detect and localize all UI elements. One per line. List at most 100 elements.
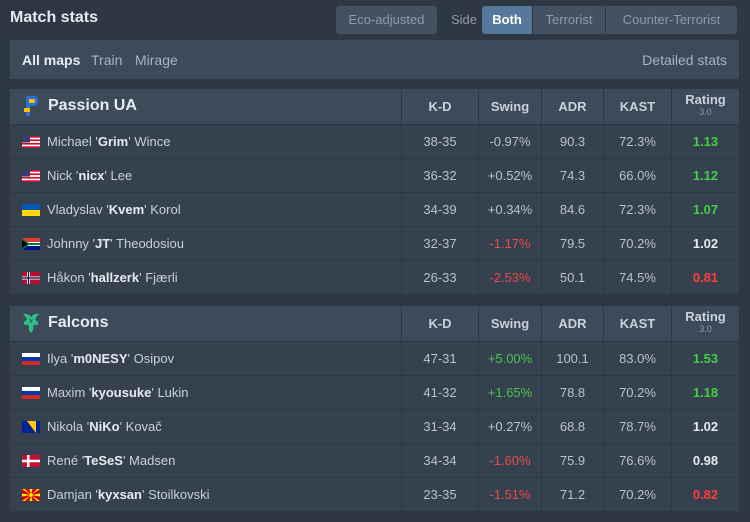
rating-value: 1.53 — [692, 351, 719, 366]
detailed-stats-link[interactable]: Detailed stats — [642, 52, 727, 68]
kast-value: 76.6% — [619, 453, 656, 468]
kd-value: 23-35 — [423, 487, 457, 502]
player-row: Michael 'Grim' Wince 38-35 -0.97% 90.3 7… — [10, 124, 739, 158]
player-name[interactable]: Maxim 'kyousuke' Lukin — [47, 385, 189, 400]
adr-value: 75.9 — [559, 453, 586, 468]
player-row: Maxim 'kyousuke' Lukin 41-32 +1.65% 78.8… — [10, 375, 739, 409]
swing-value: +0.27% — [487, 419, 533, 434]
adr-value: 71.2 — [559, 487, 586, 502]
ua-flag-icon — [22, 204, 40, 216]
swing-value: +1.65% — [487, 385, 533, 400]
player-name[interactable]: Damjan 'kyxsan' Stoilkovski — [47, 487, 210, 502]
col-rating-header[interactable]: Rating 3.0 — [672, 306, 739, 341]
rating-value: 1.13 — [692, 134, 719, 149]
kast-value: 70.2% — [619, 487, 656, 502]
kd-value: 34-34 — [423, 453, 457, 468]
player-row: Nick 'nicx' Lee 36-32 +0.52% 74.3 66.0% … — [10, 158, 739, 192]
side-terrorist-button[interactable]: Terrorist — [533, 6, 606, 34]
col-kast-header[interactable]: KAST — [619, 316, 656, 331]
adr-value: 90.3 — [559, 134, 586, 149]
rating-version: 3.0 — [699, 107, 712, 117]
no-flag-icon — [22, 272, 40, 284]
player-name[interactable]: René 'TeSeS' Madsen — [47, 453, 176, 468]
team-table-passion-ua: Passion UA K-D Swing ADR KAST Rating 3.0… — [10, 89, 739, 294]
player-name[interactable]: Ilya 'm0NESY' Osipov — [47, 351, 175, 366]
kd-value: 34-39 — [423, 202, 457, 217]
adr-value: 50.1 — [559, 270, 586, 285]
player-name[interactable]: Nikola 'NiKo' Kovač — [47, 419, 162, 434]
adr-value: 84.6 — [559, 202, 586, 217]
us-flag-icon — [22, 170, 40, 182]
col-kast-header[interactable]: KAST — [619, 99, 656, 114]
adr-value: 100.1 — [556, 351, 589, 366]
rating-value: 1.02 — [692, 236, 719, 251]
rating-version: 3.0 — [699, 324, 712, 334]
kast-value: 72.3% — [619, 134, 656, 149]
col-kd-header[interactable]: K-D — [428, 316, 452, 331]
swing-value: +0.34% — [487, 202, 533, 217]
rating-label: Rating — [685, 309, 726, 324]
map-tab-train[interactable]: Train — [91, 52, 123, 68]
kast-value: 72.3% — [619, 202, 656, 217]
player-name[interactable]: Johnny 'JT' Theodosiou — [47, 236, 184, 251]
side-both-button[interactable]: Both — [482, 6, 533, 34]
col-kd-header[interactable]: K-D — [428, 99, 452, 114]
rating-value: 0.82 — [692, 487, 719, 502]
player-name[interactable]: Vladyslav 'Kvem' Korol — [47, 202, 181, 217]
swing-value: -2.53% — [489, 270, 531, 285]
kast-value: 70.2% — [619, 236, 656, 251]
kast-value: 66.0% — [619, 168, 656, 183]
side-label: Side — [451, 12, 478, 27]
team-header: Passion UA K-D Swing ADR KAST Rating 3.0 — [10, 89, 739, 124]
kd-value: 31-34 — [423, 419, 457, 434]
team-name: Falcons — [48, 314, 109, 331]
mk-flag-icon — [22, 489, 40, 501]
col-rating-header[interactable]: Rating 3.0 — [672, 89, 739, 124]
passion-ua-logo-icon — [24, 96, 38, 116]
player-name[interactable]: Håkon 'hallzerk' Fjærli — [47, 270, 178, 285]
ru-flag-icon — [22, 353, 40, 365]
player-row: Håkon 'hallzerk' Fjærli 26-33 -2.53% 50.… — [10, 260, 739, 294]
top-bar: Match stats Eco-adjusted Side Both Terro… — [0, 0, 750, 40]
team-name: Passion UA — [48, 97, 137, 114]
us-flag-icon — [22, 136, 40, 148]
kd-value: 41-32 — [423, 385, 457, 400]
side-ct-button[interactable]: Counter-Terrorist — [606, 6, 737, 34]
dk-flag-icon — [22, 455, 40, 467]
col-adr-header[interactable]: ADR — [558, 316, 587, 331]
kd-value: 32-37 — [423, 236, 457, 251]
rating-value: 1.18 — [692, 385, 719, 400]
eco-adjusted-toggle[interactable]: Eco-adjusted — [336, 6, 437, 34]
team-table-falcons: Falcons K-D Swing ADR KAST Rating 3.0 Il… — [10, 306, 739, 511]
player-row: Nikola 'NiKo' Kovač 31-34 +0.27% 68.8 78… — [10, 409, 739, 443]
kd-value: 38-35 — [423, 134, 457, 149]
map-tab-all[interactable]: All maps — [22, 52, 81, 68]
player-row: Johnny 'JT' Theodosiou 32-37 -1.17% 79.5… — [10, 226, 739, 260]
swing-value: -1.17% — [489, 236, 531, 251]
map-tab-mirage[interactable]: Mirage — [135, 52, 178, 68]
col-adr-header[interactable]: ADR — [558, 99, 587, 114]
kast-value: 83.0% — [619, 351, 656, 366]
swing-value: -0.97% — [489, 134, 531, 149]
player-name[interactable]: Nick 'nicx' Lee — [47, 168, 133, 183]
col-swing-header[interactable]: Swing — [490, 316, 530, 331]
player-row: Ilya 'm0NESY' Osipov 47-31 +5.00% 100.1 … — [10, 341, 739, 375]
ba-flag-icon — [22, 421, 40, 433]
kd-value: 26-33 — [423, 270, 457, 285]
swing-value: -1.51% — [489, 487, 531, 502]
kast-value: 78.7% — [619, 419, 656, 434]
za-flag-icon — [22, 238, 40, 250]
rating-value: 0.98 — [692, 453, 719, 468]
player-row: Damjan 'kyxsan' Stoilkovski 23-35 -1.51%… — [10, 477, 739, 511]
team-header: Falcons K-D Swing ADR KAST Rating 3.0 — [10, 306, 739, 341]
rating-label: Rating — [685, 92, 726, 107]
adr-value: 68.8 — [559, 419, 586, 434]
adr-value: 79.5 — [559, 236, 586, 251]
rating-value: 1.12 — [692, 168, 719, 183]
col-swing-header[interactable]: Swing — [490, 99, 530, 114]
kd-value: 36-32 — [423, 168, 457, 183]
kd-value: 47-31 — [423, 351, 457, 366]
player-name[interactable]: Michael 'Grim' Wince — [47, 134, 171, 149]
player-row: Vladyslav 'Kvem' Korol 34-39 +0.34% 84.6… — [10, 192, 739, 226]
adr-value: 74.3 — [559, 168, 586, 183]
